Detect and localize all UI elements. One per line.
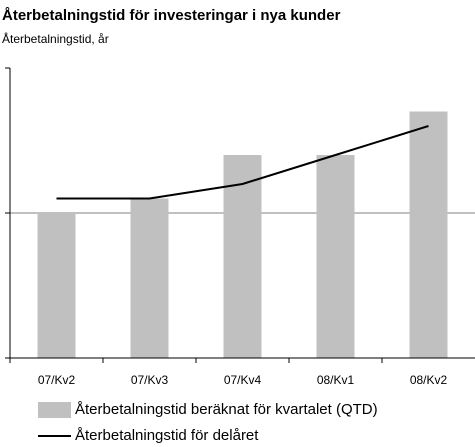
chart-subtitle: Återbetalningstid, år: [2, 31, 109, 46]
legend-swatch: [38, 402, 71, 418]
x-tick-label: 08/Kv2: [410, 373, 448, 387]
bar: [409, 111, 448, 358]
x-tick-label: 07/Kv2: [38, 373, 76, 387]
bar: [37, 213, 76, 358]
x-tick-label: 08/Kv1: [317, 373, 355, 387]
line: [56, 125, 429, 200]
bar: [130, 198, 169, 358]
x-tick-label: 07/Kv4: [224, 373, 262, 387]
legend-label: Återbetalningstid beräknat för kvartalet…: [75, 401, 378, 418]
bar: [316, 155, 355, 358]
x-tick-label: 07/Kv3: [131, 373, 169, 387]
bar: [223, 155, 262, 358]
legend-label: Återbetalningstid för delåret: [75, 427, 259, 444]
chart-title: Återbetalningstid för investeringar i ny…: [2, 7, 341, 24]
